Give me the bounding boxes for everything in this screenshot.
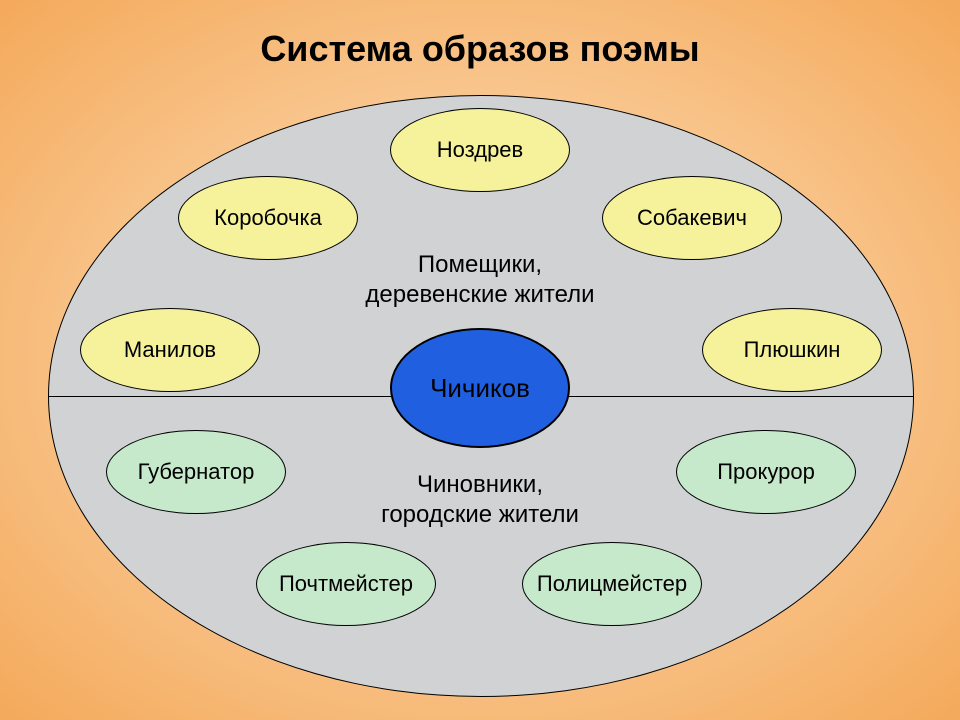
landowner-node: Собакевич xyxy=(602,176,782,260)
official-node: Полицмейстер xyxy=(522,542,702,626)
official-node: Губернатор xyxy=(106,430,286,514)
landowner-node: Коробочка xyxy=(178,176,358,260)
diagram-canvas: Система образов поэмы Помещики,деревенск… xyxy=(0,0,960,720)
section-label-bottom: Чиновники,городские жители xyxy=(280,470,680,530)
landowner-node: Плюшкин xyxy=(702,308,882,392)
landowner-node: Манилов xyxy=(80,308,260,392)
landowner-node: Ноздрев xyxy=(390,108,570,192)
diagram-title: Система образов поэмы xyxy=(0,28,960,70)
official-node: Почтмейстер xyxy=(256,542,436,626)
center-node-chichikov: Чичиков xyxy=(390,328,570,448)
section-label-top: Помещики,деревенские жители xyxy=(280,250,680,310)
official-node: Прокурор xyxy=(676,430,856,514)
